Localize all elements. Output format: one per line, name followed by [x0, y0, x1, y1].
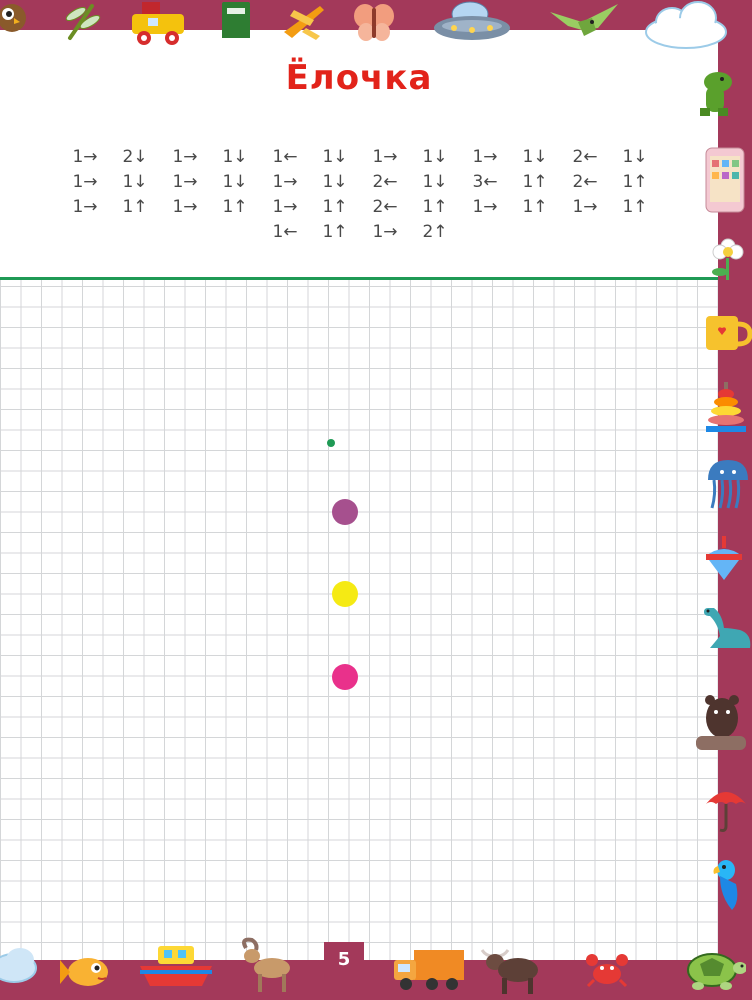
butterfly-icon	[354, 4, 394, 41]
direction-step: 1↑	[422, 197, 448, 217]
direction-step: 2←	[372, 197, 398, 217]
direction-step: 1→	[272, 172, 298, 192]
direction-step: 1↓	[222, 147, 248, 167]
direction-step: 1→	[372, 147, 398, 167]
direction-step: 1↑	[622, 197, 648, 217]
direction-step: 1←	[272, 222, 298, 242]
airplane-icon	[284, 6, 324, 40]
ring-pyramid-icon	[706, 382, 746, 432]
direction-step: 1→	[72, 147, 98, 167]
purple-dot	[332, 499, 358, 525]
direction-step: 1←	[272, 147, 298, 167]
umbrella-icon	[706, 792, 746, 832]
parrot-icon	[713, 860, 738, 910]
direction-step: 1→	[572, 197, 598, 217]
boat-icon	[140, 946, 212, 986]
cloud-icon	[645, 1, 727, 49]
dragonfly-icon	[65, 4, 101, 40]
direction-step: 1↓	[322, 172, 348, 192]
cloud-icon	[0, 948, 37, 983]
direction-step: 1↓	[522, 147, 548, 167]
bear-icon	[696, 695, 746, 750]
direction-step: 2↓	[122, 147, 148, 167]
direction-step: 1→	[172, 197, 198, 217]
truck-icon	[394, 950, 464, 990]
worksheet-page: Ёлочка 1→ 2↓ 1→ 1↓ 1← 1↓ 1→ 1↓ 1→ 1↓ 2← …	[0, 30, 718, 960]
direction-row-3: 1→ 1↑ 1→ 1↑ 1→ 1↑ 2← 1↑ 1→ 1↑ 1→ 1↑	[40, 195, 680, 220]
direction-step: 1↑	[222, 197, 248, 217]
direction-step: 1↑	[522, 172, 548, 192]
bull-icon	[480, 949, 538, 994]
yellow-dot	[332, 581, 358, 607]
phone-icon	[705, 147, 745, 213]
direction-step: 1→	[372, 222, 398, 242]
jellyfish-icon	[708, 460, 748, 509]
direction-step: 1↑	[322, 222, 348, 242]
direction-step: 1↓	[322, 147, 348, 167]
goat-icon	[242, 937, 290, 992]
spinning-top-icon	[706, 536, 742, 580]
toy-train-icon	[132, 2, 184, 45]
pterodactyl-icon	[550, 4, 618, 36]
direction-step: 1→	[472, 147, 498, 167]
direction-step: 1↑	[522, 197, 548, 217]
direction-step: 1↓	[122, 172, 148, 192]
direction-step: 1↑	[122, 197, 148, 217]
ufo-icon	[434, 1, 510, 40]
direction-step: 1→	[272, 197, 298, 217]
direction-step: 2↑	[422, 222, 448, 242]
direction-step: 2←	[572, 172, 598, 192]
drawing-grid[interactable]	[0, 280, 718, 960]
start-point-dot[interactable]	[327, 439, 335, 447]
turtle-icon	[687, 953, 746, 990]
direction-step: 1→	[472, 197, 498, 217]
task-header: Ёлочка 1→ 2↓ 1→ 1↓ 1← 1↓ 1→ 1↓ 1→ 1↓ 2← …	[0, 30, 718, 277]
direction-step: 1↓	[222, 172, 248, 192]
direction-step: 1→	[72, 197, 98, 217]
owl-icon	[0, 4, 26, 32]
direction-step: 1↑	[622, 172, 648, 192]
fish-icon	[60, 958, 108, 986]
direction-row-4: 1← 1↑ 1→ 2↑	[40, 220, 680, 245]
direction-row-2: 1→ 1↓ 1→ 1↓ 1→ 1↓ 2← 1↓ 3← 1↑ 2← 1↑	[40, 170, 680, 195]
crab-icon	[586, 954, 628, 988]
book-icon	[222, 2, 250, 42]
pink-dot	[332, 664, 358, 690]
direction-step: 1→	[72, 172, 98, 192]
flower-icon	[712, 238, 744, 280]
direction-steps: 1→ 2↓ 1→ 1↓ 1← 1↓ 1→ 1↓ 1→ 1↓ 2← 1↓ 1→ 1…	[40, 145, 680, 245]
direction-step: 1↓	[422, 147, 448, 167]
mug-icon	[706, 316, 752, 350]
dinosaur-icon	[700, 72, 732, 116]
direction-step: 2←	[372, 172, 398, 192]
direction-step: 1↓	[422, 172, 448, 192]
page-number: 5	[324, 942, 364, 978]
direction-step: 1→	[172, 147, 198, 167]
direction-step: 2←	[572, 147, 598, 167]
direction-row-1: 1→ 2↓ 1→ 1↓ 1← 1↓ 1→ 1↓ 1→ 1↓ 2← 1↓	[40, 145, 680, 170]
direction-step: 1↑	[322, 197, 348, 217]
direction-step: 1→	[172, 172, 198, 192]
direction-step: 1↓	[622, 147, 648, 167]
section-divider	[0, 277, 718, 280]
page-title: Ёлочка	[285, 58, 433, 98]
plesiosaur-icon	[704, 608, 751, 648]
direction-step: 3←	[472, 172, 498, 192]
